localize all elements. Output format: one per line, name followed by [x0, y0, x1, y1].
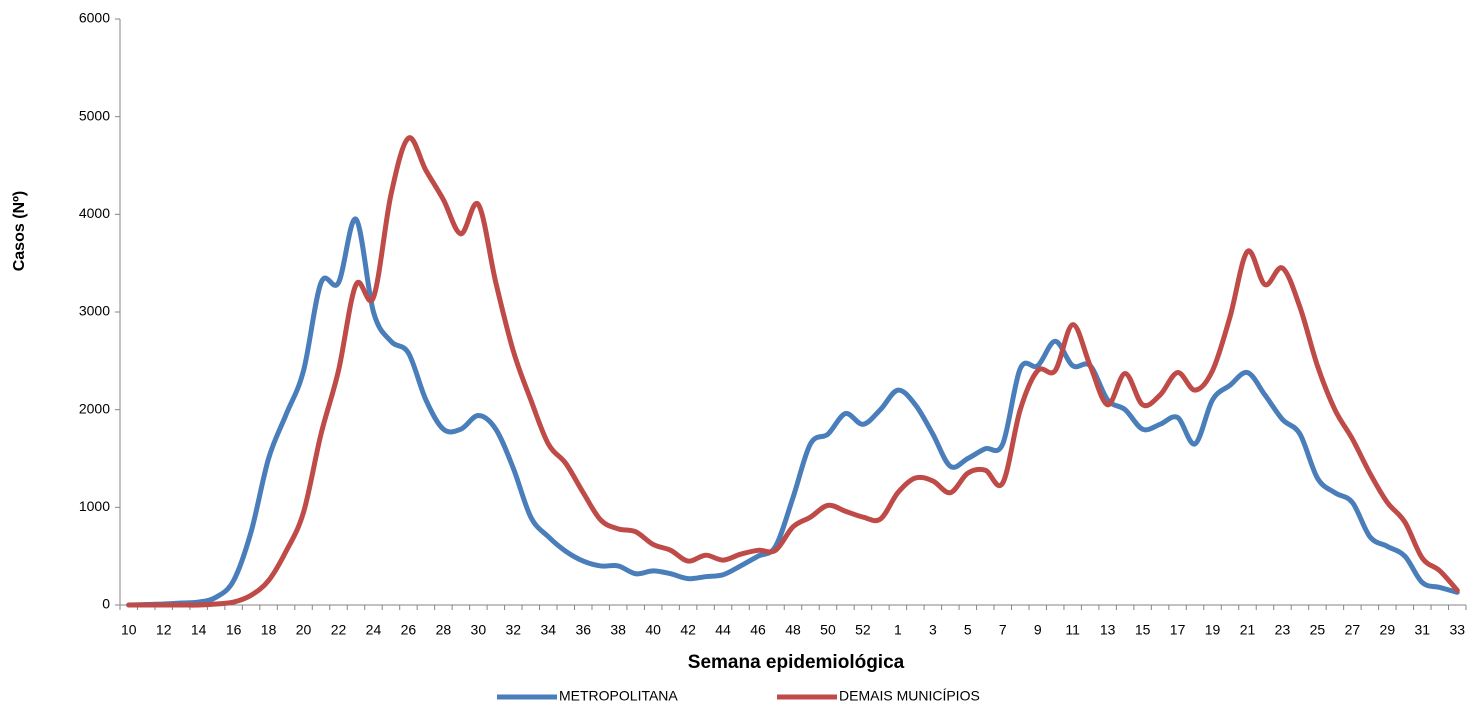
x-tick-label: 13 — [1100, 622, 1116, 638]
x-tick-label: 31 — [1415, 622, 1431, 638]
x-tick-label: 32 — [506, 622, 522, 638]
x-tick-label: 22 — [331, 622, 347, 638]
x-tick-label: 7 — [999, 622, 1007, 638]
x-tick-label: 42 — [680, 622, 696, 638]
x-tick-label: 16 — [226, 622, 242, 638]
x-tick-label: 25 — [1310, 622, 1326, 638]
x-tick-label: 18 — [261, 622, 277, 638]
y-axis-title: Casos (Nº) — [11, 191, 28, 272]
x-tick-label: 40 — [645, 622, 661, 638]
legend-label: DEMAIS MUNICÍPIOS — [839, 688, 980, 704]
x-tick-label: 3 — [929, 622, 937, 638]
x-tick-label: 24 — [366, 622, 382, 638]
y-tick-label: 6000 — [79, 10, 110, 26]
legend: METROPOLITANA DEMAIS MUNICÍPIOS — [497, 688, 980, 704]
x-tick-label: 17 — [1170, 622, 1186, 638]
x-tick-label: 5 — [964, 622, 972, 638]
y-tick-label: 3000 — [79, 303, 110, 319]
y-tick-label: 1000 — [79, 498, 110, 514]
y-tick-label: 5000 — [79, 107, 110, 123]
x-axis-title: Semana epidemiológica — [688, 652, 905, 673]
x-tick-label: 50 — [820, 622, 836, 638]
x-tick-label: 20 — [296, 622, 312, 638]
x-tick-label: 28 — [436, 622, 452, 638]
x-tick-label: 30 — [471, 622, 487, 638]
legend-label: METROPOLITANA — [559, 688, 678, 704]
x-tick-label: 19 — [1205, 622, 1221, 638]
x-tick-label: 23 — [1275, 622, 1291, 638]
x-tick-label: 33 — [1449, 622, 1465, 638]
x-tick-label: 12 — [156, 622, 172, 638]
x-tick-label: 1 — [894, 622, 902, 638]
x-tick-label: 48 — [785, 622, 801, 638]
x-tick-label: 29 — [1380, 622, 1396, 638]
x-tick-label: 38 — [610, 622, 626, 638]
x-tick-label: 9 — [1034, 622, 1042, 638]
line — [126, 135, 1460, 608]
y-tick-label: 0 — [102, 596, 110, 612]
y-tick-label: 4000 — [79, 205, 110, 221]
x-tick-label: 34 — [540, 622, 556, 638]
x-tick-label: 26 — [401, 622, 417, 638]
y-tick-label: 2000 — [79, 400, 110, 416]
x-tick-label: 52 — [855, 622, 871, 638]
x-tick-label: 10 — [121, 622, 137, 638]
x-tick-label: 21 — [1240, 622, 1256, 638]
line — [126, 216, 1460, 608]
x-tick-label: 14 — [191, 622, 207, 638]
x-tick-label: 46 — [750, 622, 766, 638]
x-tick-label: 44 — [715, 622, 731, 638]
x-tick-label: 15 — [1135, 622, 1151, 638]
x-tick-label: 36 — [575, 622, 591, 638]
x-tick-label: 27 — [1345, 622, 1361, 638]
x-tick-label: 11 — [1065, 622, 1080, 638]
